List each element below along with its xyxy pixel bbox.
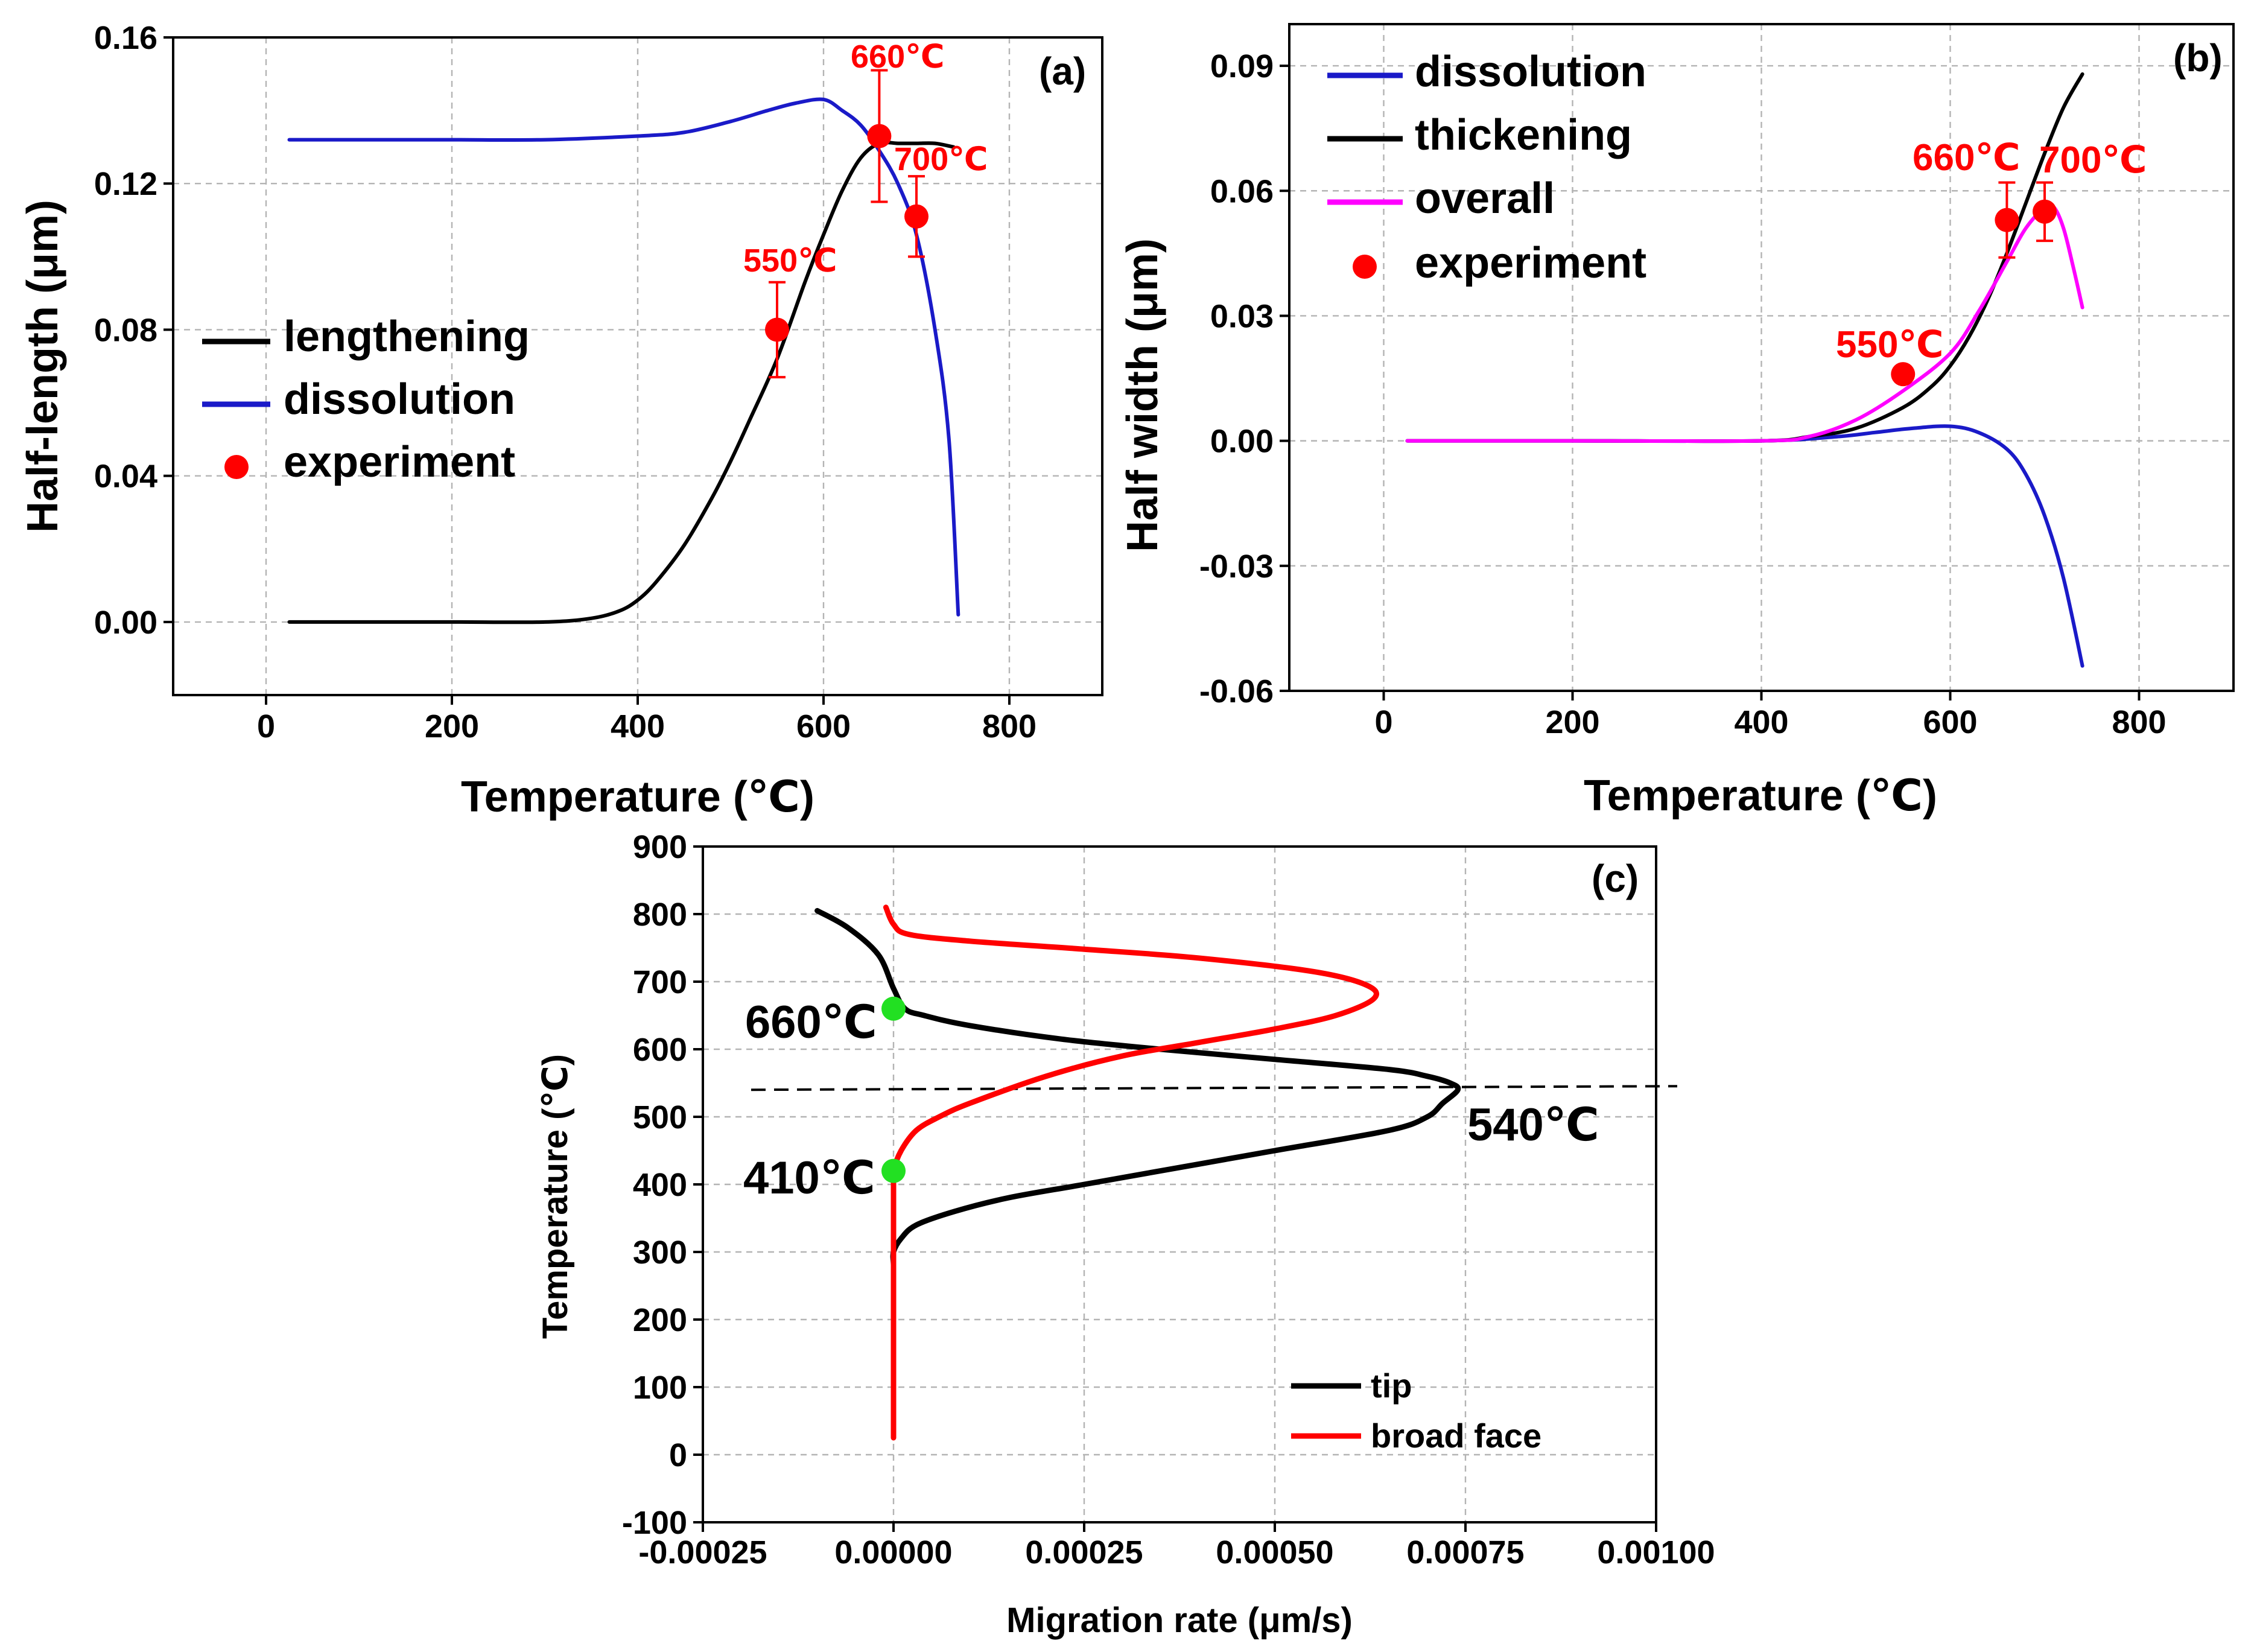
legend-label-lengthening: lengthening bbox=[284, 313, 530, 361]
y-tick-label: 800 bbox=[633, 897, 687, 933]
annotation-660: 660℃ bbox=[851, 39, 945, 75]
panel-a: 0 200 400 600 800 0.00 0.04 0.08 0.12 0.16 (a) le… bbox=[19, 20, 1103, 821]
annotation-700: 700℃ bbox=[894, 141, 988, 177]
panel-a-frame bbox=[172, 36, 1103, 696]
annotation-410-c: 410℃ bbox=[743, 1152, 875, 1204]
x-tick-label: 400 bbox=[1734, 704, 1788, 740]
panel-a-legend: lengthening dissolution experiment bbox=[202, 313, 530, 486]
panel-c-ticks: -0.00025 0.00000 0.00025 0.00050 0.00075 0.00… bbox=[622, 829, 1715, 1571]
x-tick-label: 0.00050 bbox=[1216, 1534, 1333, 1571]
x-tick-label: 0.00000 bbox=[834, 1534, 952, 1571]
annotation-550-b: 550℃ bbox=[1836, 324, 1944, 366]
y-tick-label: 0.16 bbox=[94, 20, 157, 56]
panel-c: -0.00025 0.00000 0.00025 0.00050 0.00075 0.00… bbox=[536, 829, 1715, 1640]
y-tick-label: 900 bbox=[633, 829, 687, 865]
y-tick-label: 500 bbox=[633, 1099, 687, 1136]
legend-marker-experiment-b bbox=[1353, 255, 1377, 279]
panel-c-legend: tip broad face bbox=[1291, 1367, 1541, 1455]
experiment-point bbox=[904, 204, 929, 229]
legend-marker-experiment bbox=[224, 455, 249, 479]
panel-b-y-label: Half width (μm) bbox=[1119, 238, 1167, 552]
y-tick-label: 0.03 bbox=[1210, 298, 1274, 334]
panel-b-x-label: Temperature (℃) bbox=[1584, 772, 1937, 820]
transition-points-point bbox=[881, 1158, 906, 1183]
panel-b: 0 200 400 600 800-0.06-0.030.000.030.060.09 … bbox=[1119, 23, 2235, 820]
x-tick-label: 600 bbox=[1923, 704, 1977, 740]
y-tick-label: 400 bbox=[633, 1167, 687, 1203]
y-tick-label: 700 bbox=[633, 964, 687, 1000]
x-tick-label: 800 bbox=[2112, 704, 2166, 740]
panel-a-label: (a) bbox=[1039, 49, 1086, 93]
experiment-point bbox=[867, 124, 892, 148]
panel-c-curves bbox=[814, 904, 1461, 1441]
legend-label-thickening: thickening bbox=[1415, 111, 1632, 159]
y-tick-label: 0.04 bbox=[94, 459, 157, 495]
x-tick-label: 0.00100 bbox=[1597, 1534, 1715, 1571]
legend-label-overall: overall bbox=[1415, 174, 1555, 223]
x-tick-label: 600 bbox=[796, 708, 851, 745]
legend-label-dissolution-b: dissolution bbox=[1415, 48, 1646, 96]
panel-a-ticks: 0 200 400 600 800 0.00 0.04 0.08 0.12 0.16 bbox=[94, 20, 1037, 745]
y-tick-label: 200 bbox=[633, 1302, 687, 1338]
panel-a-grid bbox=[173, 37, 1102, 695]
x-tick-label: 200 bbox=[425, 708, 479, 745]
panel-b-frame bbox=[1288, 23, 2235, 692]
x-tick-label: -0.00025 bbox=[638, 1534, 767, 1571]
y-tick-label: 0.00 bbox=[1210, 424, 1274, 460]
x-tick-label: 800 bbox=[982, 708, 1037, 745]
legend-label-dissolution: dissolution bbox=[284, 375, 515, 424]
panel-c-transition-points bbox=[881, 996, 906, 1183]
panel-c-frame bbox=[702, 845, 1657, 1523]
legend-label-tip: tip bbox=[1371, 1367, 1412, 1405]
x-tick-label: 0.00075 bbox=[1406, 1534, 1524, 1571]
panel-b-experiment-points bbox=[1891, 181, 2057, 387]
y-tick-label: 300 bbox=[633, 1234, 687, 1271]
legend-label-experiment: experiment bbox=[284, 438, 515, 486]
y-tick-label: -0.03 bbox=[1199, 548, 1274, 585]
y-tick-label: -0.06 bbox=[1199, 673, 1274, 710]
broad-face-curve bbox=[883, 904, 1379, 1441]
y-tick-label: 0.09 bbox=[1210, 48, 1274, 84]
panel-c-x-label: Migration rate (μm/s) bbox=[1006, 1601, 1353, 1640]
panel-a-y-label: Half-length (μm) bbox=[19, 200, 67, 533]
x-tick-label: 200 bbox=[1545, 704, 1599, 740]
panel-a-x-label: Temperature (℃) bbox=[461, 773, 814, 821]
y-tick-label: 600 bbox=[633, 1032, 687, 1068]
panel-c-y-label: Temperature (℃) bbox=[536, 1054, 575, 1339]
x-tick-label: 0.00025 bbox=[1025, 1534, 1143, 1571]
y-tick-label: 0.08 bbox=[94, 312, 157, 348]
transition-points-point bbox=[881, 996, 906, 1021]
tip-curve bbox=[814, 907, 1461, 1289]
y-tick-label: 100 bbox=[633, 1370, 687, 1406]
annotation-700-b: 700℃ bbox=[2039, 139, 2147, 181]
annotation-660-c: 660℃ bbox=[745, 997, 877, 1048]
legend-label-broad-face: broad face bbox=[1371, 1417, 1541, 1455]
x-tick-label: 0 bbox=[257, 708, 275, 745]
y-tick-label: 0.12 bbox=[94, 166, 157, 202]
panel-a-experiment-points bbox=[765, 69, 929, 379]
panel-c-label: (c) bbox=[1592, 857, 1639, 900]
panel-b-label: (b) bbox=[2173, 36, 2223, 80]
legend-label-experiment-b: experiment bbox=[1415, 239, 1646, 287]
y-tick-label: 0.06 bbox=[1210, 173, 1274, 209]
experiment-point bbox=[1995, 208, 2019, 232]
y-tick-label: -100 bbox=[622, 1505, 687, 1541]
experiment-point bbox=[765, 317, 789, 342]
annotation-550: 550℃ bbox=[743, 243, 837, 279]
annotation-540-c: 540℃ bbox=[1467, 1099, 1599, 1151]
x-tick-label: 0 bbox=[1374, 704, 1392, 740]
panel-b-ticks: 0 200 400 600 800 -0.06 -0.03 0.00 0.03 0.06 0.09 bbox=[1199, 48, 2167, 740]
y-tick-label: 0.00 bbox=[94, 605, 157, 641]
panel-c-reference-line-540 bbox=[751, 1085, 1678, 1091]
dissolution-curve bbox=[287, 97, 960, 617]
panel-b-legend: dissolution thickening overall experimen… bbox=[1327, 48, 1646, 287]
experiment-point bbox=[1891, 362, 1916, 387]
annotation-660-b: 660℃ bbox=[1913, 137, 2021, 179]
experiment-point bbox=[2033, 199, 2057, 224]
y-tick-label: 0 bbox=[669, 1437, 687, 1473]
panel-c-grid bbox=[703, 847, 1656, 1522]
x-tick-label: 400 bbox=[611, 708, 665, 745]
